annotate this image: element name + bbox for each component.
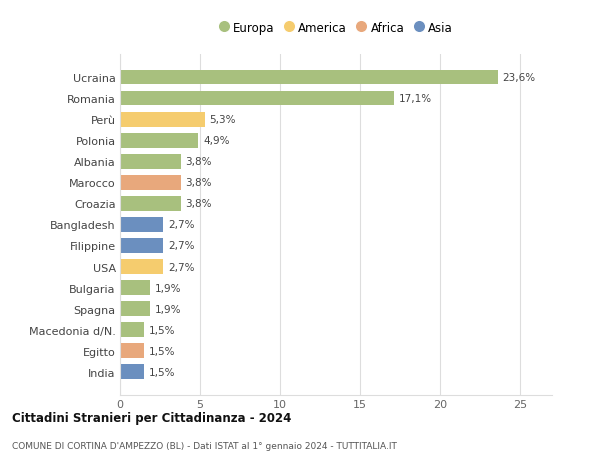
Text: COMUNE DI CORTINA D'AMPEZZO (BL) - Dati ISTAT al 1° gennaio 2024 - TUTTITALIA.IT: COMUNE DI CORTINA D'AMPEZZO (BL) - Dati … — [12, 441, 397, 450]
Bar — [120, 155, 181, 169]
Text: 3,8%: 3,8% — [185, 157, 212, 167]
Text: 4,9%: 4,9% — [203, 136, 230, 146]
Text: 1,9%: 1,9% — [155, 304, 182, 314]
Bar — [120, 323, 144, 337]
Bar — [120, 280, 151, 295]
Bar — [120, 196, 181, 211]
Bar — [120, 134, 199, 148]
Text: 1,9%: 1,9% — [155, 283, 182, 293]
Bar — [120, 91, 394, 106]
Legend: Europa, America, Africa, Asia: Europa, America, Africa, Asia — [214, 17, 458, 39]
Text: 3,8%: 3,8% — [185, 199, 212, 209]
Text: 1,5%: 1,5% — [149, 367, 175, 377]
Bar — [120, 71, 497, 85]
Text: 2,7%: 2,7% — [168, 241, 194, 251]
Bar — [120, 302, 151, 316]
Text: 2,7%: 2,7% — [168, 220, 194, 230]
Bar — [120, 364, 144, 379]
Text: 2,7%: 2,7% — [168, 262, 194, 272]
Text: Cittadini Stranieri per Cittadinanza - 2024: Cittadini Stranieri per Cittadinanza - 2… — [12, 412, 292, 425]
Text: 1,5%: 1,5% — [149, 325, 175, 335]
Bar — [120, 112, 205, 127]
Text: 17,1%: 17,1% — [398, 94, 431, 104]
Text: 3,8%: 3,8% — [185, 178, 212, 188]
Bar — [120, 218, 163, 232]
Text: 5,3%: 5,3% — [209, 115, 236, 125]
Text: 23,6%: 23,6% — [502, 73, 536, 83]
Text: 1,5%: 1,5% — [149, 346, 175, 356]
Bar — [120, 344, 144, 358]
Bar — [120, 260, 163, 274]
Bar — [120, 239, 163, 253]
Bar — [120, 175, 181, 190]
